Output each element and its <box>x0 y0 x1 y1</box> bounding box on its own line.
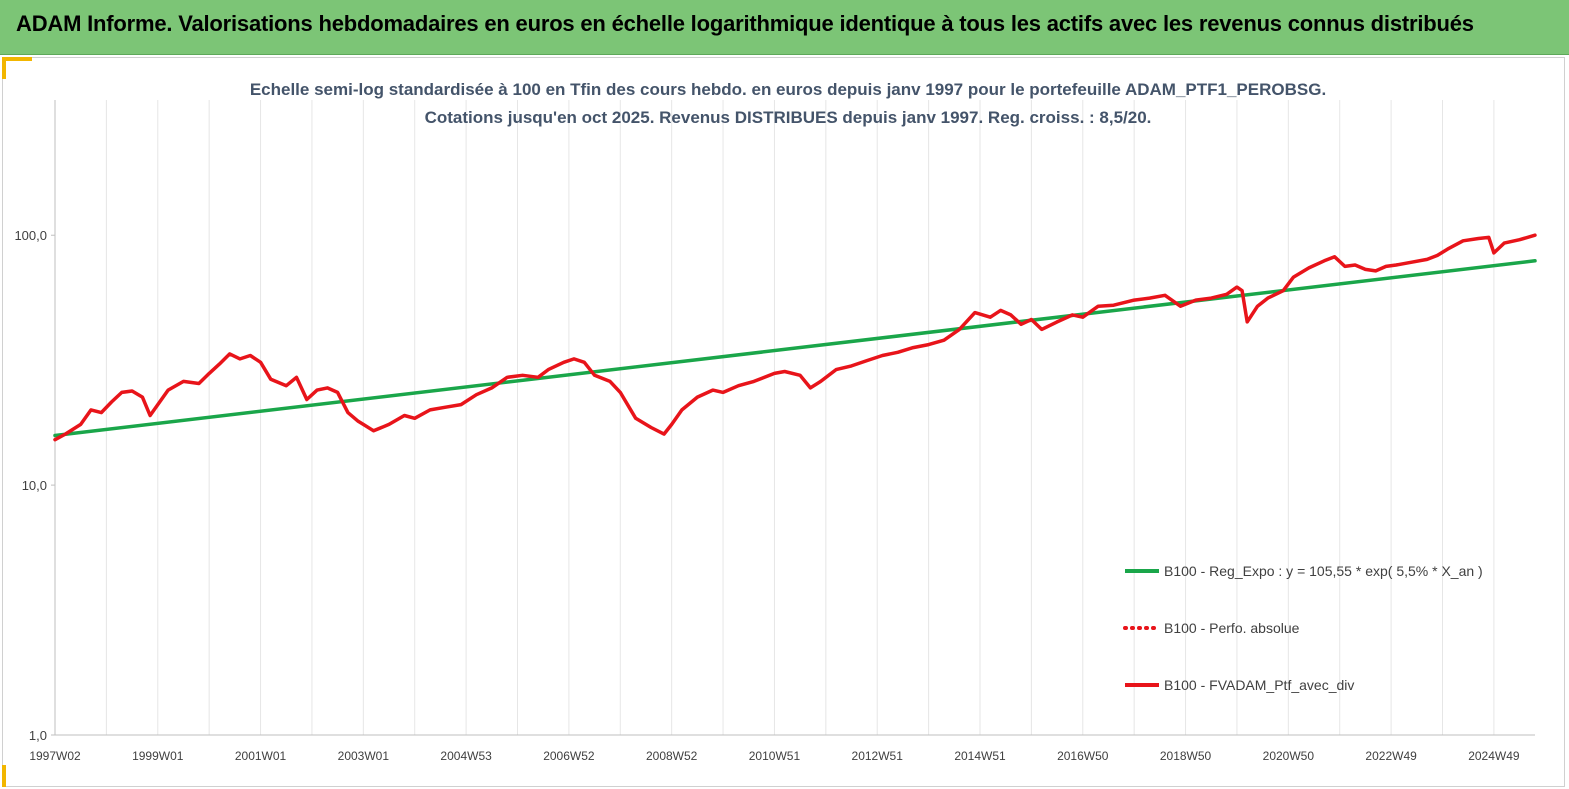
header-banner: ADAM Informe. Valorisations hebdomadaire… <box>0 0 1569 55</box>
series <box>53 233 1537 442</box>
x-tick-label: 2018W50 <box>1160 749 1212 763</box>
chart-frame <box>2 57 1565 787</box>
accent-corner-bottom <box>2 765 6 787</box>
x-tick-label: 2014W51 <box>954 749 1006 763</box>
legend-label: B100 - Perfo. absolue <box>1164 620 1300 636</box>
x-tick-label: 2004W53 <box>440 749 492 763</box>
x-tick-label: 2016W50 <box>1057 749 1109 763</box>
x-tick-label: 1997W02 <box>29 749 81 763</box>
legend-label: B100 - FVADAM_Ptf_avec_div <box>1164 677 1354 693</box>
accent-corner-vertical <box>2 57 6 79</box>
x-tick-label: 2024W49 <box>1468 749 1520 763</box>
series-line-0 <box>53 259 1537 438</box>
x-tick-label: 2010W51 <box>749 749 801 763</box>
x-tick-label: 2006W52 <box>543 749 595 763</box>
x-tick-label: 2001W01 <box>235 749 287 763</box>
y-tick-label: 10,0 <box>22 478 47 493</box>
x-tick-label: 1999W01 <box>132 749 184 763</box>
x-tick-label: 2008W52 <box>646 749 698 763</box>
y-tick-label: 100,0 <box>14 228 47 243</box>
x-tick-label: 2022W49 <box>1365 749 1417 763</box>
legend: B100 - Reg_Expo : y = 105,55 * exp( 5,5%… <box>1123 563 1483 693</box>
accent-corner-horizontal <box>2 57 32 61</box>
x-tick-label: 2003W01 <box>338 749 390 763</box>
chart-title-line-2: Cotations jusqu'en oct 2025. Revenus DIS… <box>425 108 1152 127</box>
x-tick-label: 2020W50 <box>1263 749 1315 763</box>
gridlines <box>54 100 1495 735</box>
x-tick-label: 2012W51 <box>852 749 904 763</box>
chart-title-line-1: Echelle semi-log standardisée à 100 en T… <box>250 80 1326 99</box>
y-tick-label: 1,0 <box>29 728 47 743</box>
legend-label: B100 - Reg_Expo : y = 105,55 * exp( 5,5%… <box>1164 563 1483 579</box>
axes: 100,0 10,0 1,0 1997W02 1999W01 2001W01 2003W01… <box>14 100 1535 763</box>
series-line-2 <box>53 233 1537 442</box>
report-title: ADAM Informe. Valorisations hebdomadaire… <box>16 11 1474 36</box>
